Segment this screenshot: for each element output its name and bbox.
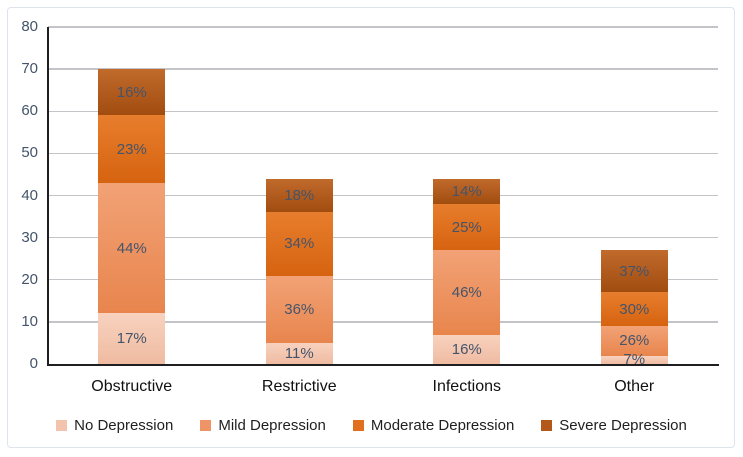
legend-item: Severe Depression xyxy=(541,417,687,434)
legend: No Depression Mild Depression Moderate Dep… xyxy=(0,417,743,434)
bar-segment: 37% xyxy=(600,250,668,293)
y-axis-tick-label: 50 xyxy=(21,144,38,162)
segment-percent-label: 16% xyxy=(116,83,147,101)
y-axis-tick-label: 40 xyxy=(21,186,38,204)
bar-other: 7% 26% 30% 37% xyxy=(600,250,668,367)
gridline xyxy=(48,279,718,281)
gridline xyxy=(48,236,718,239)
x-axis-line xyxy=(46,363,719,366)
y-axis-tick-label: 10 xyxy=(21,312,38,330)
y-axis-tick-label: 30 xyxy=(21,228,38,246)
bar-segment: 30% xyxy=(600,292,668,327)
legend-label: Severe Depression xyxy=(559,417,687,434)
legend-item: Moderate Depression xyxy=(352,417,515,434)
y-axis-tick-label: 80 xyxy=(21,18,38,35)
gridline xyxy=(48,152,718,155)
gridline xyxy=(48,110,718,112)
y-axis-tick-label: 70 xyxy=(21,60,38,78)
y-axis-tick-label: 60 xyxy=(21,102,38,120)
bar-segment: 16% xyxy=(433,334,501,364)
segment-percent-label: 23% xyxy=(116,140,147,158)
bar-segment: 25% xyxy=(433,203,501,251)
segment-percent-label: 46% xyxy=(451,283,482,301)
bar-segment: 44% xyxy=(98,182,166,314)
bar-segment: 46% xyxy=(433,250,501,335)
legend-swatch-icon xyxy=(541,420,553,431)
legend-label: No Depression xyxy=(74,417,174,434)
segment-percent-label: 17% xyxy=(116,330,147,348)
segment-percent-label: 25% xyxy=(451,218,482,236)
category-label: Restrictive xyxy=(261,378,337,395)
bar-restrictive: 11% 36% 34% 18% xyxy=(265,178,333,364)
segment-percent-label: 16% xyxy=(451,340,482,358)
category-label: Infections xyxy=(432,378,501,395)
legend-label: Moderate Depression xyxy=(370,417,515,434)
bar-segment: 23% xyxy=(98,115,166,183)
segment-percent-label: 44% xyxy=(116,239,147,257)
gridline xyxy=(48,68,718,70)
category-label: Obstructive xyxy=(91,378,173,395)
bar-segment: 14% xyxy=(433,178,501,204)
bar-segment: 26% xyxy=(600,326,668,356)
gridline xyxy=(48,194,718,197)
gridline xyxy=(48,321,718,323)
y-axis-line xyxy=(46,27,49,366)
bar-infections: 16% 46% 25% 14% xyxy=(433,178,501,364)
segment-percent-label: 34% xyxy=(284,235,315,253)
legend-swatch-icon xyxy=(56,420,68,431)
bar-segment: 16% xyxy=(98,69,166,116)
segment-percent-label: 37% xyxy=(619,262,650,280)
legend-item: Mild Depression xyxy=(200,417,326,434)
segment-percent-label: 30% xyxy=(619,300,650,318)
bar-segment: 36% xyxy=(265,275,333,343)
bar-segment: 11% xyxy=(265,342,333,364)
y-axis-tick-label: 20 xyxy=(21,270,38,288)
bar-obstructive: 17% 44% 23% 16% xyxy=(98,69,166,364)
legend-label: Mild Depression xyxy=(218,417,326,434)
legend-swatch-icon xyxy=(352,420,364,431)
segment-percent-label: 36% xyxy=(284,300,315,318)
legend-item: No Depression xyxy=(56,417,173,434)
segment-percent-label: 11% xyxy=(284,344,314,362)
y-axis-tick-label: 0 xyxy=(29,355,38,372)
segment-percent-label: 26% xyxy=(619,332,650,350)
bar-segment: 17% xyxy=(98,313,166,364)
segment-percent-label: 14% xyxy=(451,182,482,200)
bar-segment: 18% xyxy=(265,178,333,213)
segment-percent-label: 18% xyxy=(284,187,315,204)
bar-segment: 34% xyxy=(265,212,333,276)
gridline xyxy=(48,26,718,28)
legend-swatch-icon xyxy=(200,420,212,431)
category-label: Other xyxy=(614,378,655,395)
